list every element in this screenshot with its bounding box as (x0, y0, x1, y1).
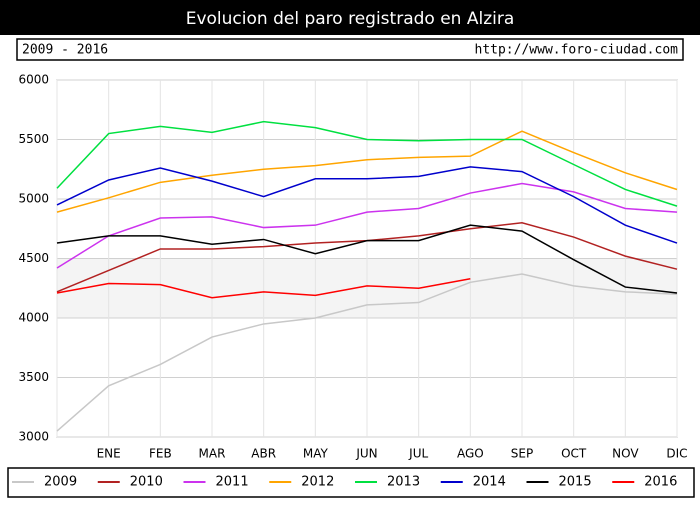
y-tick-label: 3500 (18, 370, 49, 384)
y-tick-label: 5500 (18, 132, 49, 146)
legend-label: 2015 (559, 475, 592, 490)
legend-label: 2014 (473, 475, 506, 490)
y-tick-label: 4000 (18, 311, 49, 325)
legend-box (7, 467, 695, 498)
legend-label: 2009 (44, 475, 77, 490)
legend-label: 2013 (387, 475, 420, 490)
y-tick-label: 3000 (18, 430, 49, 444)
x-tick-label: JUL (408, 447, 428, 461)
legend-label: 2011 (216, 475, 249, 490)
x-tick-label: DIC (666, 447, 687, 461)
x-tick-label: MAY (303, 447, 329, 461)
x-tick-label: ENE (97, 447, 121, 461)
x-tick-label: JUN (355, 447, 377, 461)
series-line (56, 130, 678, 213)
subtitle: 2009 - 2016 (22, 43, 108, 58)
series-line (56, 120, 678, 207)
chart-title: Evolucion del paro registrado en Alzira (186, 9, 515, 29)
y-tick-label: 6000 (18, 73, 49, 87)
series-line (56, 166, 678, 244)
x-tick-label: SEP (511, 447, 533, 461)
series-line (56, 273, 678, 432)
series-line (56, 182, 678, 269)
y-tick-label: 5000 (18, 192, 49, 206)
legend-label: 2016 (644, 475, 677, 490)
legend-label: 2010 (130, 475, 163, 490)
x-tick-label: MAR (199, 447, 226, 461)
x-tick-label: OCT (561, 447, 587, 461)
series-line (56, 224, 678, 294)
source: http://www.foro-ciudad.com (475, 43, 679, 58)
y-tick-label: 4500 (18, 251, 49, 265)
subtitle-box (16, 38, 684, 61)
title-bar (0, 0, 700, 35)
x-tick-label: FEB (149, 447, 172, 461)
x-tick-label: ABR (251, 447, 276, 461)
x-tick-label: AGO (457, 447, 484, 461)
legend-label: 2012 (301, 475, 334, 490)
series-line (56, 277, 471, 299)
x-tick-label: NOV (612, 447, 639, 461)
